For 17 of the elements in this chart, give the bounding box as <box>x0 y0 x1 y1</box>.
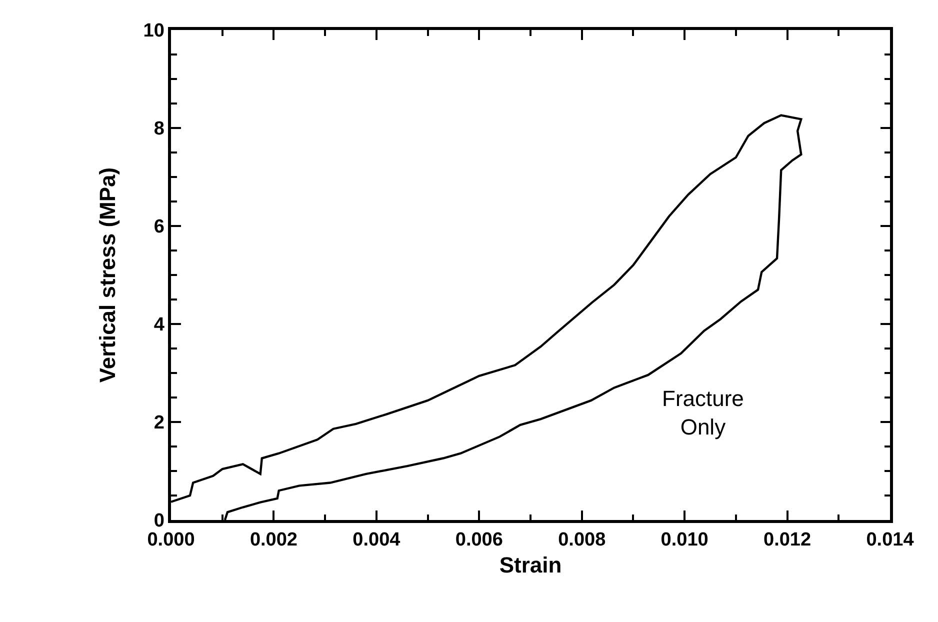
y-tick-label: 8 <box>154 118 164 140</box>
y-tick-label: 4 <box>154 314 165 336</box>
x-tick-label: 0.006 <box>455 530 503 551</box>
y-tick-label: 6 <box>154 216 164 238</box>
y-tick-label: 2 <box>154 412 164 434</box>
y-tick-label: 0 <box>154 510 164 532</box>
x-tick-label: 0.012 <box>764 530 812 551</box>
y-tick-label: 10 <box>143 20 164 42</box>
x-tick-label: 0.014 <box>866 530 914 551</box>
y-axis-title: Vertical stress (MPa) <box>95 167 120 383</box>
x-tick-label: 0.010 <box>660 530 708 551</box>
x-axis-title: Strain <box>499 552 562 578</box>
annotation: Fracture Only <box>662 386 744 440</box>
x-tick-label: 0.002 <box>250 530 298 551</box>
x-tick-label: 0.004 <box>352 530 401 551</box>
x-tick-label: 0.008 <box>558 530 606 551</box>
x-tick-label: 0.000 <box>147 530 195 551</box>
